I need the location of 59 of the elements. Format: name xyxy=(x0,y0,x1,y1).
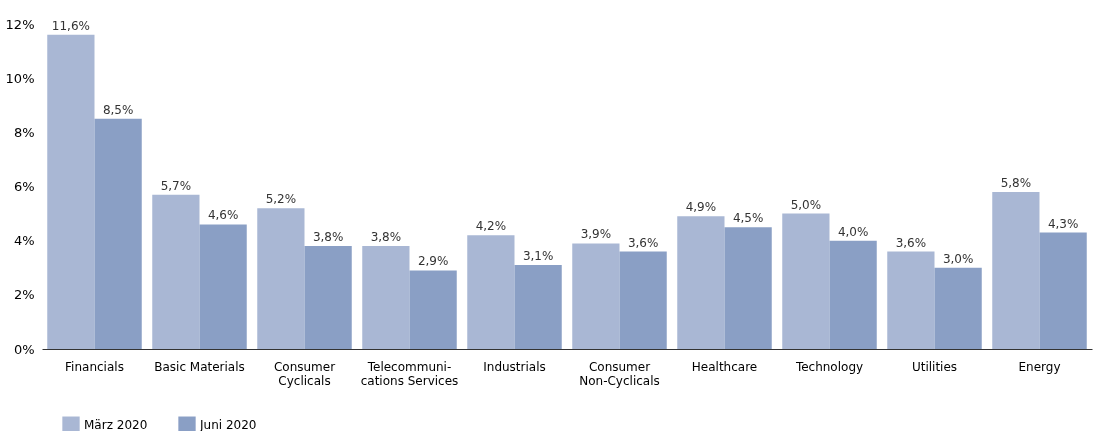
bar xyxy=(257,208,305,349)
data-label: 5,2% xyxy=(265,192,297,207)
y-tick-label: 2% xyxy=(13,287,35,303)
bar xyxy=(572,243,620,349)
data-label: 4,2% xyxy=(475,219,507,234)
y-tick-label: 0% xyxy=(13,341,35,357)
legend-label: März 2020 xyxy=(84,418,148,431)
data-label: 4,9% xyxy=(685,200,717,215)
data-label: 3,8% xyxy=(370,230,402,245)
data-label: 4,3% xyxy=(1047,216,1079,231)
data-label: 3,6% xyxy=(895,235,927,250)
y-tick-label: 10% xyxy=(5,70,35,86)
y-tick-label: 12% xyxy=(5,16,35,32)
bar xyxy=(362,246,410,349)
bar xyxy=(1039,232,1087,349)
bar xyxy=(887,251,935,349)
data-label: 11,6% xyxy=(51,18,90,33)
data-label: 4,6% xyxy=(207,208,239,223)
bar xyxy=(152,194,200,349)
data-label: 2,9% xyxy=(417,254,449,269)
y-tick-label: 8% xyxy=(13,124,35,140)
data-label: 5,8% xyxy=(1000,175,1032,190)
data-label: 3,8% xyxy=(312,230,344,245)
bar xyxy=(724,227,772,349)
y-tick-label: 6% xyxy=(13,179,35,194)
legend-label: Juni 2020 xyxy=(199,418,257,431)
data-label: 3,0% xyxy=(942,251,974,266)
y-tick-label: 4% xyxy=(13,233,35,249)
data-label: 3,6% xyxy=(627,235,659,250)
x-tick-label: Consumer Non-Cyclicals xyxy=(579,359,660,388)
bar xyxy=(409,270,457,349)
x-tick-label: Financials xyxy=(65,359,124,374)
bar xyxy=(199,224,247,349)
bar xyxy=(782,213,830,349)
bar xyxy=(467,235,515,349)
data-label: 5,7% xyxy=(160,178,192,193)
bar xyxy=(514,265,562,349)
data-label: 8,5% xyxy=(102,102,134,117)
x-tick-label: Basic Materials xyxy=(154,359,245,374)
bar xyxy=(992,191,1040,349)
bar xyxy=(619,251,667,349)
x-tick-label: Industrials xyxy=(483,359,546,374)
x-tick-label: Telecommuni- cations Services xyxy=(360,359,459,388)
bar xyxy=(47,34,95,349)
x-tick-label: Technology xyxy=(794,359,864,374)
bar xyxy=(677,216,725,349)
data-label: 4,5% xyxy=(732,211,764,226)
bar xyxy=(829,240,877,349)
bar xyxy=(304,246,352,349)
data-label: 3,1% xyxy=(522,249,554,264)
bar xyxy=(934,267,982,349)
data-label: 3,9% xyxy=(580,227,612,242)
x-tick-label: Utilities xyxy=(911,359,958,374)
data-label: 4,0% xyxy=(837,224,869,239)
data-label: 5,0% xyxy=(790,197,822,212)
bar xyxy=(94,118,142,349)
x-tick-label: Consumer Cyclicals xyxy=(273,359,336,388)
x-tick-label: Healthcare xyxy=(691,359,758,374)
x-tick-label: Energy xyxy=(1018,359,1061,374)
